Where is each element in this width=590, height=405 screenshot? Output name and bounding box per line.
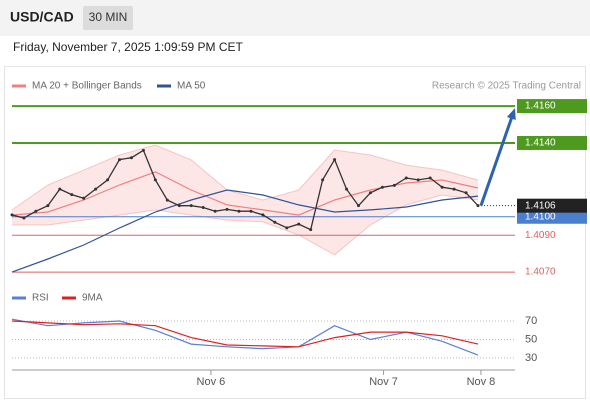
price-point — [153, 178, 157, 182]
bollinger-fill — [12, 145, 478, 255]
price-point — [82, 196, 86, 200]
price-point — [297, 222, 301, 226]
price-point — [345, 187, 349, 191]
price-point — [22, 216, 26, 220]
rsi-tick-label: 50 — [525, 333, 537, 345]
moving-average — [11, 189, 479, 273]
price-point — [237, 209, 241, 213]
price-point — [34, 209, 38, 213]
x-tick-label: Nov 7 — [369, 376, 398, 388]
target-arrow-head — [506, 108, 516, 121]
x-tick-label: Nov 6 — [197, 376, 226, 388]
level-label: 1.4070 — [525, 267, 556, 278]
bollinger-lower — [12, 194, 479, 256]
price-point — [464, 191, 468, 195]
price-point — [380, 185, 384, 189]
source: Research © 2025 Trading Central — [432, 81, 581, 92]
timeframe: 30 MIN — [89, 10, 128, 24]
bollinger-upper — [11, 144, 479, 211]
level-label: 1.4160 — [525, 101, 556, 112]
price-point — [333, 158, 337, 162]
legend-label: MA 50 — [177, 81, 206, 92]
price-point — [201, 206, 205, 210]
price-point — [213, 209, 217, 213]
price-point — [416, 178, 420, 182]
price-point — [249, 209, 253, 213]
price-point — [321, 178, 325, 182]
x-tick-label: Nov 8 — [467, 376, 496, 388]
rsi-line — [11, 320, 479, 348]
subtitle: Friday, November 7, 2025 1:09:59 PM CET — [13, 40, 244, 54]
price-line — [11, 149, 479, 231]
level-label-box — [517, 99, 587, 114]
price-point — [309, 228, 313, 232]
level-label: 1.4090 — [525, 230, 556, 241]
price-point — [368, 191, 372, 195]
price-point — [165, 198, 169, 202]
legend-label: RSI — [32, 293, 49, 304]
price-point — [94, 187, 98, 191]
level-label-box — [517, 209, 587, 224]
price-point — [452, 187, 456, 191]
price-point — [404, 176, 408, 180]
price-point — [273, 220, 277, 224]
moving-average — [11, 171, 479, 216]
price-point — [129, 156, 133, 160]
panel-frame — [4, 66, 586, 399]
legend-label: 9MA — [82, 293, 103, 304]
price-point — [70, 193, 74, 197]
price-point — [428, 176, 432, 180]
price-point — [285, 226, 289, 230]
price-point — [261, 213, 265, 217]
level-label: 1.4140 — [525, 138, 556, 149]
price-point — [392, 183, 396, 187]
price-point — [58, 187, 62, 191]
rsi-line — [11, 318, 479, 356]
level-label-box — [517, 135, 587, 150]
timeframe-badge — [83, 6, 133, 30]
price-point — [440, 185, 444, 189]
rsi-tick-label: 70 — [525, 315, 537, 327]
legend-label: MA 20 + Bollinger Bands — [32, 81, 142, 92]
price-point — [189, 204, 193, 208]
rsi-tick-label: 30 — [525, 352, 537, 364]
last-price-label: 1.4106 — [525, 200, 556, 211]
price-point — [106, 178, 110, 182]
price-point — [177, 204, 181, 208]
price-point — [10, 213, 14, 217]
price-point — [118, 158, 122, 162]
price-point — [46, 204, 50, 208]
price-point — [356, 204, 360, 208]
last-price-box — [517, 198, 587, 213]
level-label: 1.4100 — [525, 211, 556, 222]
chart-title: USD/CAD — [10, 9, 74, 25]
target-arrow-shaft — [479, 115, 514, 207]
price-point — [141, 148, 145, 152]
price-point — [225, 207, 229, 211]
